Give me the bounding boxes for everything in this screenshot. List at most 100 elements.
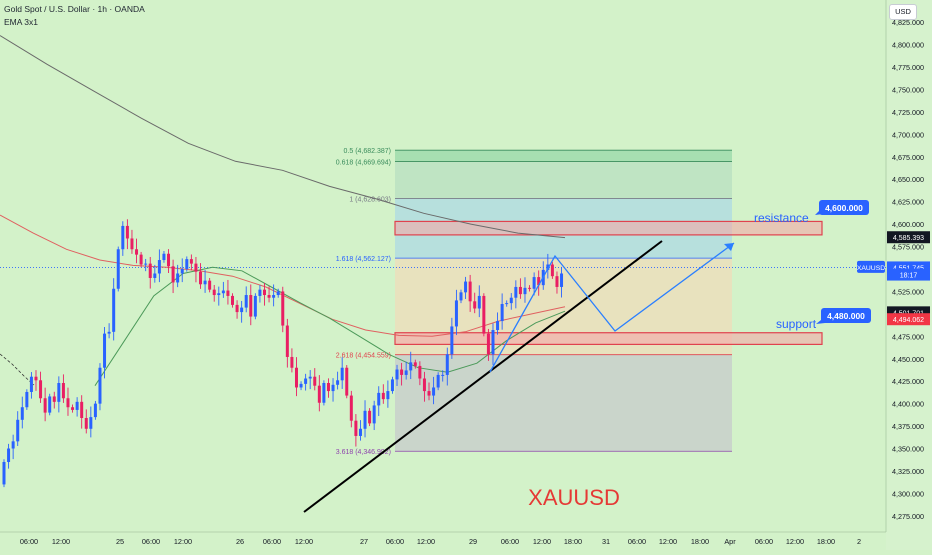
candle-body (281, 291, 285, 326)
candle-body (459, 292, 463, 301)
candle-body (121, 225, 125, 250)
price-tick-label: 4,400.000 (892, 400, 924, 409)
projection-arrowhead (724, 243, 734, 251)
candle-body (473, 301, 477, 309)
fib-level-label: 0.5 (4,682.387) (344, 148, 391, 155)
candle-body (249, 295, 253, 317)
time-tick-label: 06:00 (628, 537, 646, 546)
candle-body (61, 382, 65, 399)
candle-body (208, 280, 212, 290)
fib-level-label: 3.618 (4,346.992) (336, 449, 391, 456)
candlestick-series (2, 219, 564, 488)
projection-path (489, 242, 735, 373)
candle-body (532, 277, 536, 289)
candle-body (528, 287, 532, 289)
price-tick-label: 4,350.000 (892, 445, 924, 454)
candle-body (34, 376, 38, 381)
resistance-label: resistance (754, 211, 809, 225)
candle-body (153, 273, 157, 278)
candle-body (358, 428, 362, 436)
candle-body (523, 287, 527, 295)
candle-body (276, 291, 280, 296)
ema-dashed-tail (0, 353, 35, 386)
time-tick-label: 25 (116, 537, 124, 546)
currency-badge[interactable]: USD (889, 4, 917, 20)
fib-band-2.618-3.618 (395, 354, 732, 452)
candle-body (231, 295, 234, 305)
candle-body (345, 367, 349, 396)
price-tick-label: 4,325.000 (892, 467, 924, 476)
symbol-tag-label: XAUUSD (857, 265, 885, 272)
time-tick-label: 12:00 (52, 537, 70, 546)
candle-body (130, 238, 134, 250)
time-tick-label: 12:00 (417, 537, 435, 546)
support-value-label: 4,480.000 (827, 311, 865, 321)
fibonacci-extension[interactable]: 0.5 (4,682.387) 0.618 (4,669.694) 1 (4,628… (336, 148, 732, 456)
resistance-value-pointer (815, 211, 823, 215)
candle-body (322, 382, 326, 403)
price-tag-bg (887, 313, 930, 326)
price-axis[interactable]: 4,825.000 4,800.000 4,775.000 4,750.000 4,72… (857, 18, 930, 521)
time-tick-label: 18:00 (564, 537, 582, 546)
candle-body (125, 225, 129, 239)
candle-body (372, 405, 376, 424)
candle-body (148, 263, 152, 278)
candle-body (299, 383, 303, 388)
time-tick-label: 12:00 (295, 537, 313, 546)
price-tag-label: 18:17 (900, 273, 918, 280)
candle-body (340, 367, 344, 381)
time-axis[interactable]: 06:00 12:00 25 06:00 12:00 26 06:00 12:00 27 06:0… (20, 537, 861, 546)
candle-body (25, 391, 29, 408)
candle-body (144, 263, 148, 265)
candle-body (194, 263, 198, 272)
candle-body (16, 419, 20, 442)
candle-body (43, 398, 47, 413)
price-tick-label: 4,725.000 (892, 108, 924, 117)
candle-body (29, 376, 33, 392)
candle-body (441, 374, 445, 376)
candle-body (240, 307, 244, 313)
candle-body (363, 410, 367, 429)
price-tick-label: 4,700.000 (892, 130, 924, 139)
candle-body (235, 304, 239, 313)
fib-level-label: 2.618 (4,454.559) (336, 353, 391, 360)
ema-dark-line (0, 35, 566, 239)
time-tick-label: 06:00 (20, 537, 38, 546)
candle-body (7, 448, 11, 462)
candle-body (422, 378, 426, 392)
candle-body (285, 325, 289, 357)
candle-body (477, 295, 481, 309)
fib-level-label: 0.618 (4,669.694) (336, 160, 391, 167)
candle-body (509, 297, 513, 304)
candle-body (176, 273, 180, 283)
candle-body (157, 260, 161, 274)
candle-body (84, 418, 88, 429)
candle-body (272, 295, 276, 298)
candle-body (514, 286, 518, 298)
time-tick-label: Apr (724, 537, 736, 546)
price-tick-label: 4,600.000 (892, 220, 924, 229)
price-tag-label: 4,585.393 (893, 235, 924, 242)
price-tick-label: 4,425.000 (892, 377, 924, 386)
indicator-label: EMA 3x1 (4, 17, 39, 27)
candle-body (217, 293, 221, 296)
sr-zones[interactable] (394, 220, 823, 345)
candle-body (386, 391, 390, 400)
price-tick-label: 4,575.000 (892, 243, 924, 252)
trendline (303, 240, 663, 513)
candle-body (139, 254, 143, 265)
candle-body (258, 289, 262, 296)
candle-body (413, 362, 417, 366)
time-tick-label: 12:00 (786, 537, 804, 546)
drawings[interactable] (303, 240, 735, 513)
candle-body (500, 304, 504, 322)
time-tick-label: 06:00 (263, 537, 281, 546)
price-tag-label: 4,494.062 (893, 317, 924, 324)
candle-body (57, 382, 61, 402)
candle-body (537, 277, 541, 286)
candle-body (189, 259, 193, 264)
time-tick-label: 06:00 (755, 537, 773, 546)
candle-body (80, 401, 84, 419)
